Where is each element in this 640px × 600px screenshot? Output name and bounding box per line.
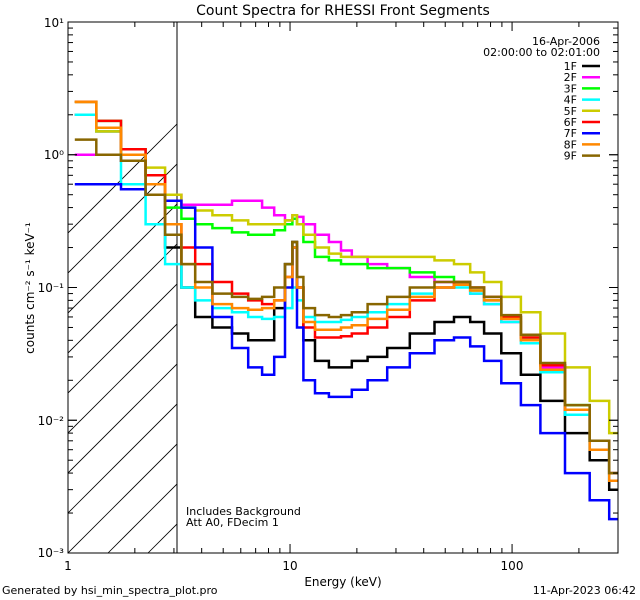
legend-label-7f: 7F xyxy=(564,127,577,140)
hatch-line xyxy=(68,403,177,514)
y-tick-label: 10¹ xyxy=(44,16,64,30)
x-tick-label: 10 xyxy=(282,559,297,573)
date-annotation: 16-Apr-2006 xyxy=(532,35,600,48)
legend-label-1f: 1F xyxy=(564,60,577,73)
tick-marks xyxy=(67,21,619,554)
series-line-7f xyxy=(74,182,618,521)
hatch-line xyxy=(68,363,177,474)
hatch-line xyxy=(548,22,640,553)
x-axis-label: Energy (keV) xyxy=(304,575,381,589)
hatch-line xyxy=(68,283,177,394)
legend-label-6f: 6F xyxy=(564,116,577,129)
series-line-6f xyxy=(74,100,618,475)
y-tick-label: 10⁻² xyxy=(38,414,65,428)
x-tick-label: 1 xyxy=(64,559,72,573)
hatch-line xyxy=(348,22,640,553)
plot-frame xyxy=(67,21,619,554)
y-axis-label: counts cm⁻² s⁻¹ keV⁻¹ xyxy=(23,222,37,354)
time-range-annotation: 02:00:00 to 02:01:00 xyxy=(483,46,600,59)
legend-label-2f: 2F xyxy=(564,71,577,84)
y-tick-label: 10⁻¹ xyxy=(38,281,65,295)
background-note: Includes Background xyxy=(186,505,301,518)
attenuator-note: Att A0, FDecim 1 xyxy=(186,516,279,529)
legend-label-3f: 3F xyxy=(564,82,577,95)
legend-label-9f: 9F xyxy=(564,150,577,163)
series-line-4f xyxy=(74,113,618,483)
generated-by-footer: Generated by hsi_min_spectra_plot.pro xyxy=(2,584,218,597)
legend-label-4f: 4F xyxy=(564,94,577,107)
y-tick-label: 10⁻³ xyxy=(38,546,65,560)
series-line-9f xyxy=(74,138,618,475)
hatch-line xyxy=(68,243,177,354)
x-tick-label: 100 xyxy=(501,559,524,573)
timestamp-footer: 11-Apr-2023 06:42 xyxy=(532,584,636,597)
hatched-region xyxy=(68,22,640,553)
series-group xyxy=(74,100,618,521)
chart-title: Count Spectra for RHESSI Front Segments xyxy=(196,3,490,19)
y-tick-label: 10⁰ xyxy=(44,148,64,162)
series-line-3f xyxy=(74,100,618,475)
legend-label-8f: 8F xyxy=(564,138,577,151)
hatch-line xyxy=(68,203,177,314)
legend-label-5f: 5F xyxy=(564,105,577,118)
hatch-line xyxy=(68,443,177,553)
